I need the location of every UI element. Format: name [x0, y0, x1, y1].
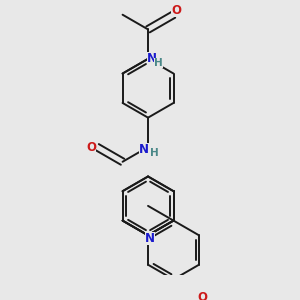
Text: H: H — [154, 58, 163, 68]
Text: O: O — [172, 4, 182, 17]
Text: N: N — [139, 142, 149, 155]
Text: H: H — [149, 148, 158, 158]
Text: N: N — [145, 232, 155, 245]
Text: O: O — [86, 141, 96, 154]
Text: O: O — [197, 291, 207, 300]
Text: N: N — [147, 52, 157, 65]
